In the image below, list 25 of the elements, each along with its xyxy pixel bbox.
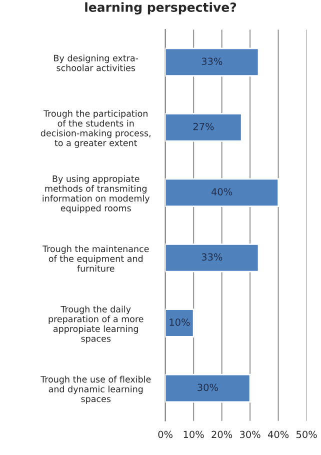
chart-title: learning perspective? <box>85 2 236 14</box>
bar <box>165 308 194 338</box>
x-tick-label: 50% <box>296 430 317 438</box>
x-tick-label: 0% <box>158 430 172 438</box>
data-label: 10% <box>170 318 190 326</box>
data-label: 30% <box>198 384 218 392</box>
data-label: 33% <box>202 58 222 66</box>
bar <box>165 178 279 208</box>
y-tick-label: Trough the participation of the students in decision-making process, to a greater extent <box>40 110 150 148</box>
bar <box>165 243 260 272</box>
y-tick-label: Trough the maintenance of the equipment and furniture <box>42 245 149 272</box>
data-label: 33% <box>202 253 222 261</box>
y-tick-label: Trough the use of flexible and dynamic learning spaces <box>40 376 151 404</box>
data-label: 40% <box>211 188 232 196</box>
x-tick-label: 30% <box>240 430 260 438</box>
x-tick-label: 40% <box>268 430 289 438</box>
bar <box>165 113 242 142</box>
x-tick-label: 10% <box>184 430 204 438</box>
y-tick-label: By using appropiate methods of transmiting information on modemly equipped rooms <box>42 175 150 214</box>
y-tick-label: By designing extra- schoolar activities <box>54 54 138 72</box>
bar <box>165 48 260 77</box>
y-tick-label: Trough the daily preparation of a more appropiate learning spaces <box>48 306 144 344</box>
data-label: 27% <box>193 122 214 130</box>
x-tick-label: 20% <box>212 430 232 438</box>
bar <box>165 374 251 403</box>
